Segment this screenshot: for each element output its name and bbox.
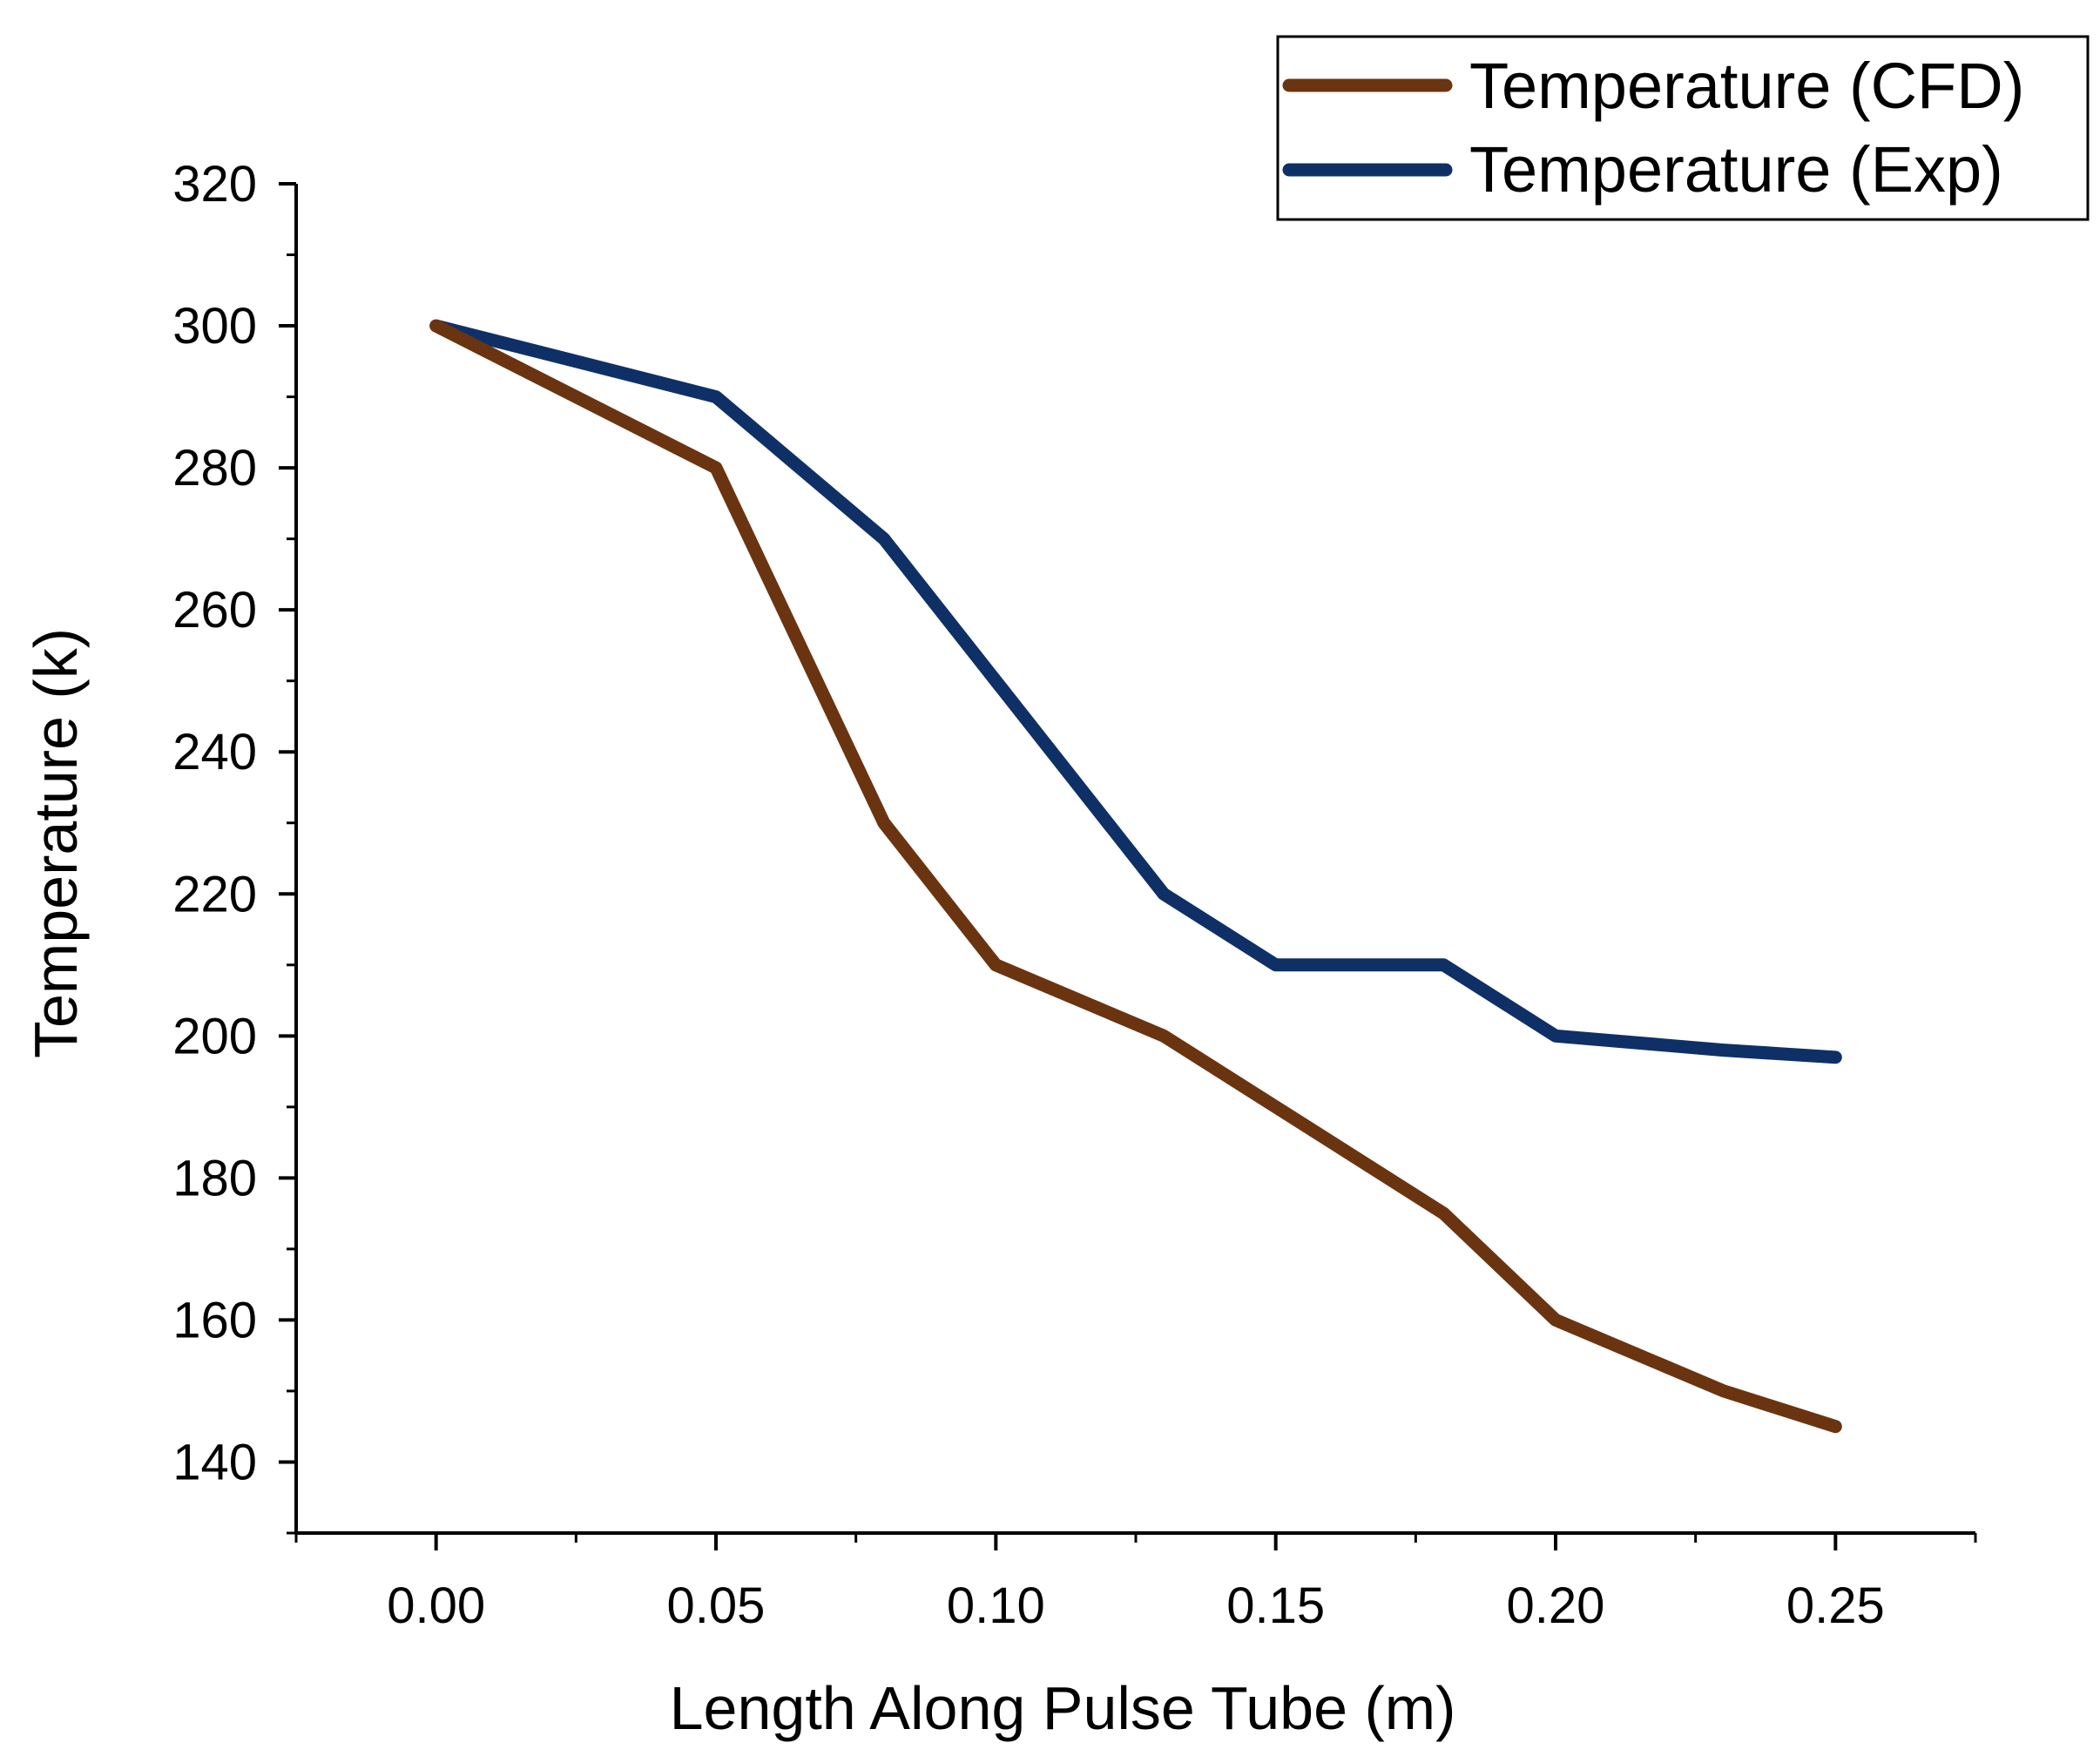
- legend-label-exp: Temperature (Exp): [1469, 133, 2003, 206]
- y-tick-label: 260: [172, 582, 257, 638]
- y-tick-label: 140: [172, 1434, 257, 1490]
- y-axis-title: Temperature (k): [22, 628, 90, 1058]
- y-tick-label: 280: [172, 440, 257, 496]
- y-tick-label: 220: [172, 866, 257, 922]
- legend-label-cfd: Temperature (CFD): [1469, 50, 2024, 122]
- axes: [279, 182, 1977, 1550]
- y-tick-label: 320: [172, 156, 257, 213]
- x-tick-label: 0.25: [1786, 1577, 1885, 1634]
- x-tick-label: 0.05: [667, 1577, 766, 1634]
- series-group: [429, 319, 1842, 1434]
- x-tick-label: 0.10: [947, 1577, 1045, 1634]
- series-line-temperature-cfd: [429, 319, 1842, 1434]
- legend: Temperature (CFD) Temperature (Exp): [1276, 35, 2090, 221]
- series-line-temperature-exp: [429, 319, 1842, 1064]
- x-tick-label: 0.00: [387, 1577, 485, 1634]
- y-tick-label: 240: [172, 724, 257, 780]
- y-tick-label: 200: [172, 1008, 257, 1064]
- y-tick-label: 160: [172, 1292, 257, 1348]
- x-tick-label: 0.15: [1226, 1577, 1325, 1634]
- x-axis-title: Length Along Pulse Tube (m): [670, 1674, 1456, 1742]
- tick-labels: 140 160 180 200 220 240 260 280 300 320 0.00 0.05 0.…: [172, 156, 1885, 1634]
- y-tick-label: 180: [172, 1150, 257, 1206]
- y-tick-label: 300: [172, 298, 257, 355]
- legend-box: [1276, 35, 2090, 221]
- x-tick-label: 0.20: [1507, 1577, 1605, 1634]
